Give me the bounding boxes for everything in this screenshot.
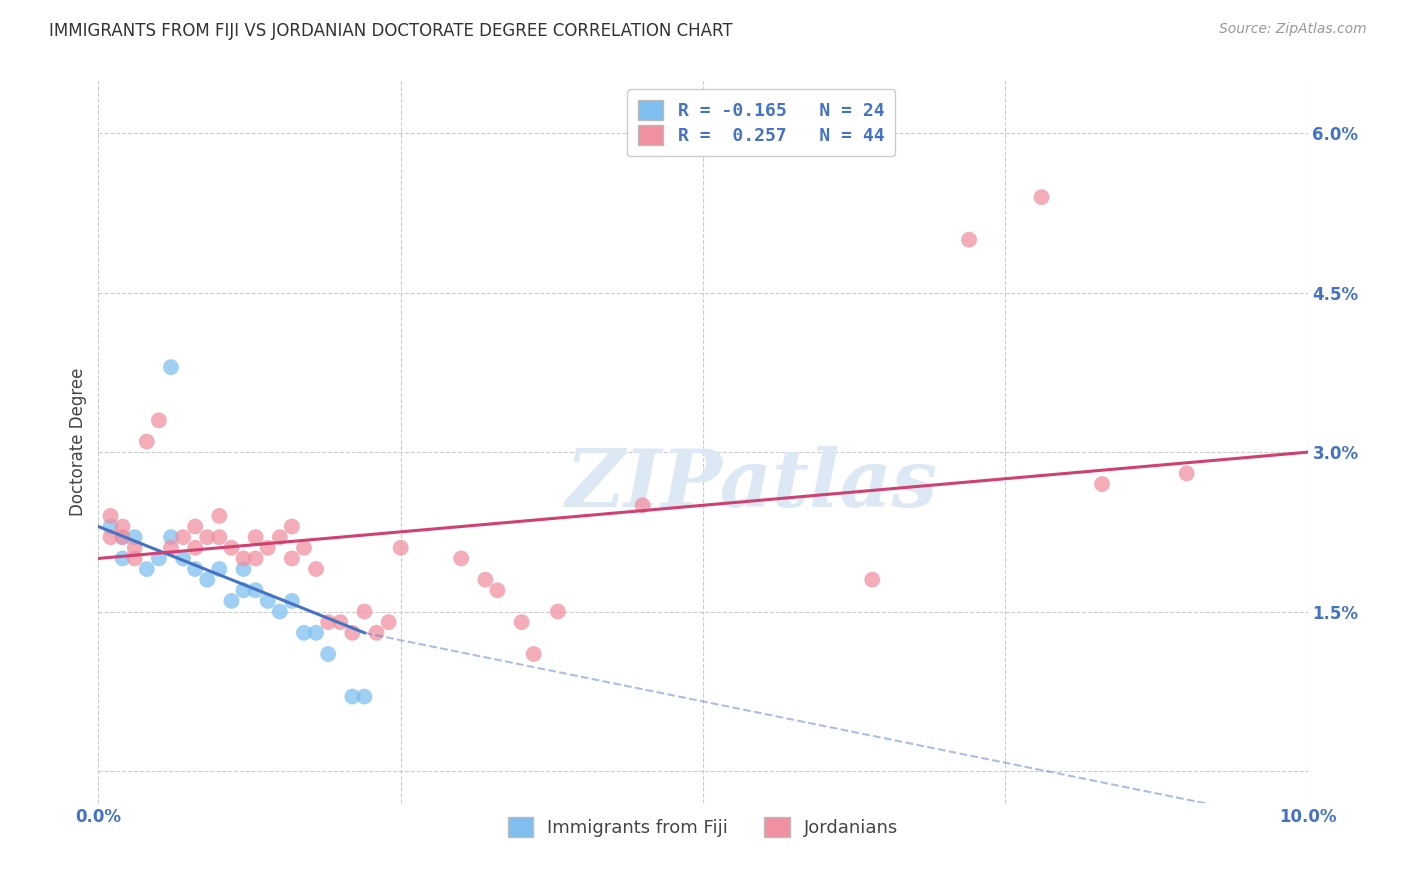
Point [111,530,134,544]
Point [221,594,243,608]
Point [353,690,375,704]
Point [111,530,134,544]
Point [1091,477,1114,491]
Point [160,530,183,544]
Point [221,541,243,555]
Point [860,573,883,587]
Point [124,551,146,566]
Point [256,541,278,555]
Point [160,541,183,555]
Point [316,615,339,630]
Point [208,562,231,576]
Point [135,562,157,576]
Point [366,625,388,640]
Point [124,541,146,555]
Point [450,551,472,566]
Point [135,434,157,449]
Point [208,530,231,544]
Point [111,519,134,533]
Point [292,541,315,555]
Point [160,360,183,375]
Point [124,530,146,544]
Point [957,233,980,247]
Point [523,647,546,661]
Point [377,615,399,630]
Point [172,530,194,544]
Point [292,625,315,640]
Point [232,562,254,576]
Point [111,551,134,566]
Point [100,508,122,523]
Point [305,625,328,640]
Y-axis label: Doctorate Degree: Doctorate Degree [69,368,87,516]
Text: Source: ZipAtlas.com: Source: ZipAtlas.com [1219,22,1367,37]
Point [195,573,218,587]
Point [316,647,339,661]
Point [353,605,375,619]
Point [245,583,267,598]
Point [100,530,122,544]
Point [256,594,278,608]
Point [269,605,291,619]
Point [184,541,207,555]
Point [281,551,304,566]
Point [281,594,304,608]
Point [148,413,170,427]
Point [342,625,364,640]
Point [172,551,194,566]
Point [245,551,267,566]
Point [631,498,654,512]
Text: IMMIGRANTS FROM FIJI VS JORDANIAN DOCTORATE DEGREE CORRELATION CHART: IMMIGRANTS FROM FIJI VS JORDANIAN DOCTOR… [49,22,733,40]
Point [184,519,207,533]
Point [281,519,304,533]
Point [510,615,533,630]
Point [305,562,328,576]
Point [342,690,364,704]
Point [184,562,207,576]
Legend: Immigrants from Fiji, Jordanians: Immigrants from Fiji, Jordanians [496,806,910,848]
Point [148,551,170,566]
Point [245,530,267,544]
Point [1175,467,1198,481]
Point [1031,190,1053,204]
Point [232,551,254,566]
Point [100,519,122,533]
Point [547,605,569,619]
Point [232,583,254,598]
Point [329,615,352,630]
Point [195,530,218,544]
Text: ZIPatlas: ZIPatlas [565,446,938,524]
Point [208,508,231,523]
Point [486,583,509,598]
Point [389,541,412,555]
Point [269,530,291,544]
Point [474,573,496,587]
